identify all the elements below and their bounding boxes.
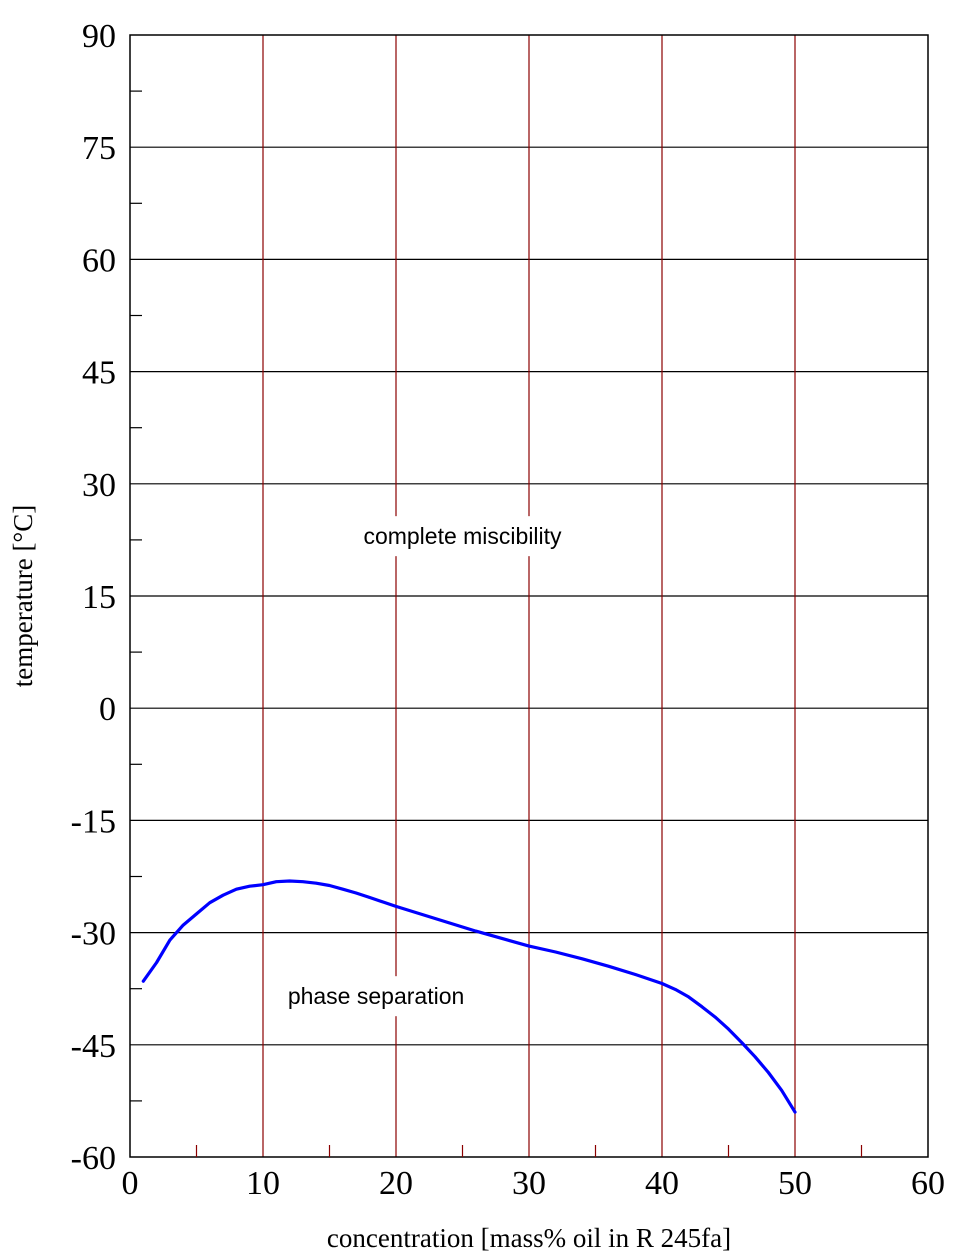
data-point [221, 893, 225, 897]
data-point [155, 961, 158, 964]
minor-ticks [130, 90, 863, 1157]
annotation-background [355, 516, 570, 557]
annotation-background [279, 976, 473, 1017]
x-tick-label: 50 [778, 1165, 812, 1202]
y-tick-label: 45 [82, 355, 116, 392]
data-point [208, 901, 212, 904]
y-tick-label: -15 [71, 803, 116, 840]
data-point [687, 995, 690, 999]
grid-layer [130, 35, 928, 1157]
y-tick-label: -30 [71, 916, 116, 953]
data-point [394, 905, 398, 908]
data-point [501, 937, 504, 940]
data-point [142, 979, 145, 983]
data-point [474, 929, 478, 933]
data-point [753, 1055, 757, 1059]
data-point [368, 896, 371, 899]
data-point [288, 879, 291, 883]
data-point [674, 988, 677, 991]
y-tick-label: 15 [82, 579, 116, 616]
series-line [141, 879, 797, 1114]
y-tick-label: 60 [82, 242, 116, 279]
data-point [314, 881, 318, 885]
data-point [700, 1005, 704, 1008]
data-point [181, 923, 185, 927]
data-point [727, 1027, 730, 1031]
data-point [195, 912, 198, 916]
data-point [235, 887, 238, 891]
data-point [634, 973, 637, 976]
data-point [301, 880, 305, 884]
data-point [421, 913, 424, 916]
x-tick-label: 60 [911, 1165, 945, 1202]
data-point [607, 964, 611, 968]
x-tick-label: 30 [512, 1165, 546, 1202]
data-point [580, 957, 584, 961]
y-tick-label: 0 [99, 691, 116, 728]
y-axis-title: temperature [°C] [8, 505, 38, 687]
y-tick-label: 30 [82, 467, 116, 504]
data-point [447, 921, 451, 925]
data-point [780, 1089, 783, 1092]
data-point [328, 884, 331, 887]
x-tick-label: 10 [246, 1165, 280, 1202]
data-point [275, 880, 278, 884]
data-point [527, 944, 531, 948]
y-tick-label: 75 [82, 130, 116, 167]
data-point [248, 884, 251, 888]
tick-labels: 0 10 20 30 40 50 60 -60 -45 -30 -15 0 15 30 45 60 75 90 [71, 18, 945, 1202]
x-tick-label: 40 [645, 1165, 679, 1202]
y-tick-label: -45 [71, 1028, 116, 1065]
y-tick-label: -60 [71, 1140, 116, 1177]
series-layer [141, 879, 797, 1114]
data-point [261, 883, 265, 887]
x-tick-label: 20 [379, 1165, 413, 1202]
x-tick-label: 0 [122, 1165, 139, 1202]
data-point [554, 950, 557, 954]
data-point [767, 1071, 770, 1074]
data-point [660, 982, 664, 985]
plot-frame [129, 34, 929, 1158]
annotation-layer: complete miscibility phase separation [279, 516, 570, 1017]
data-point [713, 1015, 717, 1019]
annotation-text: complete miscibility [363, 523, 562, 549]
x-axis-title: concentration [mass% oil in R 245fa] [327, 1223, 731, 1253]
annotation-text: phase separation [288, 983, 464, 1009]
y-tick-label: 90 [82, 18, 116, 55]
data-point [354, 891, 358, 895]
data-point [341, 887, 345, 891]
data-point [740, 1041, 744, 1044]
data-point [168, 938, 172, 942]
data-point [381, 900, 385, 904]
data-point [793, 1110, 797, 1114]
